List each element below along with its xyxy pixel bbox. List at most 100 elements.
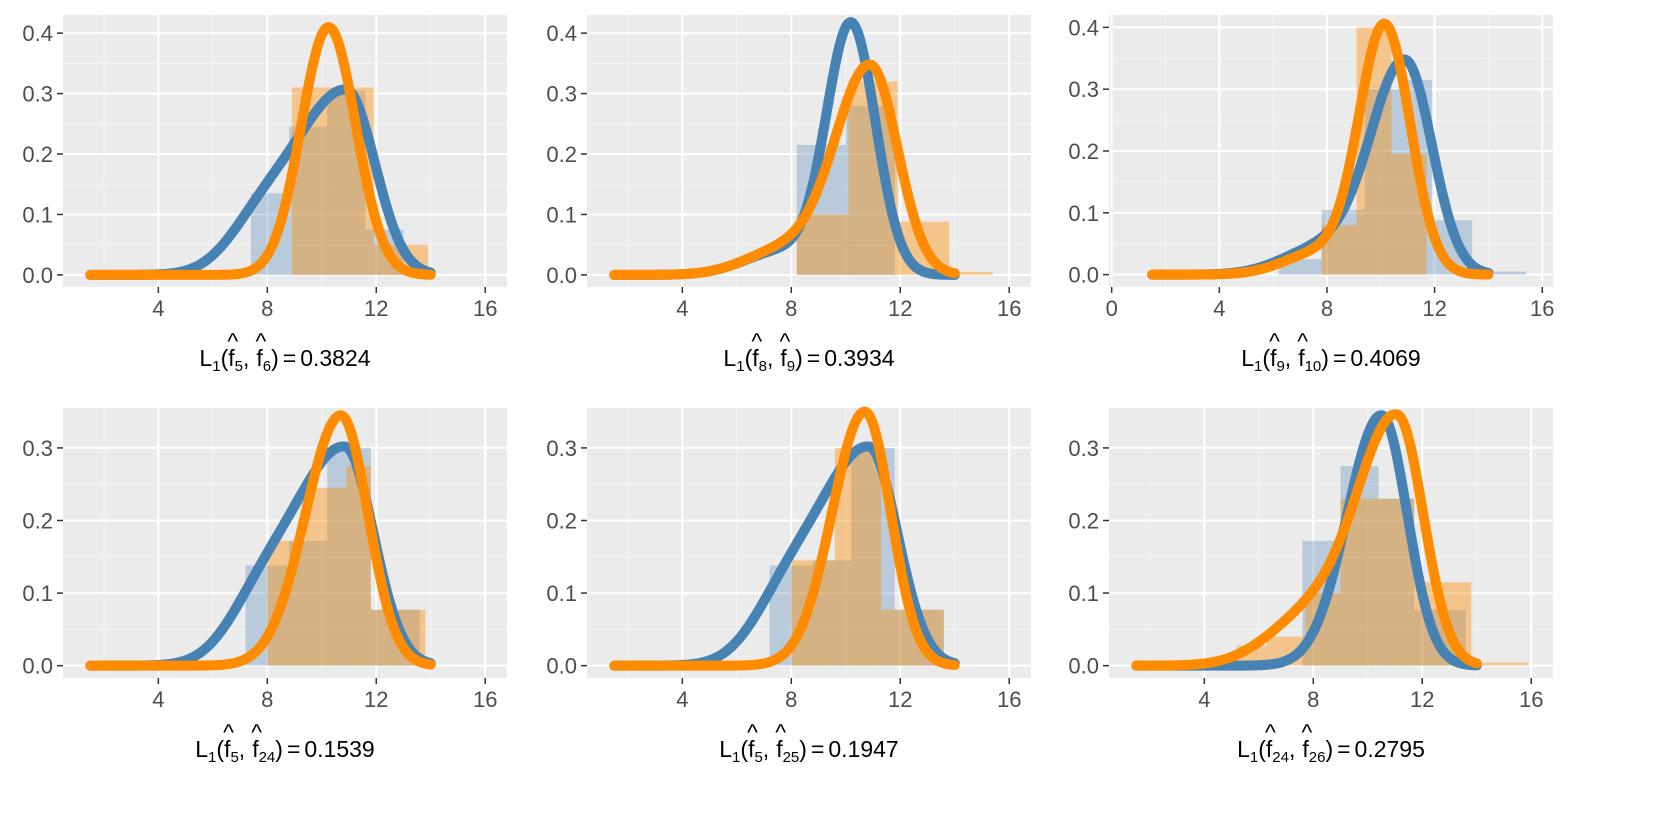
density-curve-f24 [85, 410, 436, 671]
label-estimate-b: f [776, 736, 783, 762]
x-axis-label: L1(f24, f26) = 0.2795 [1237, 736, 1425, 766]
label-paren: ( [740, 736, 748, 762]
label-subscript-a: 9 [1276, 358, 1284, 375]
y-tick-label: 0.3 [546, 82, 577, 107]
label-L: L [1237, 736, 1250, 762]
label-subscript-b: 6 [263, 358, 271, 375]
density-curve-f25 [609, 406, 960, 671]
label-estimate-a: f [224, 736, 231, 762]
label-value: 0.1539 [304, 736, 374, 762]
hat-accent: ^ [1301, 719, 1312, 745]
label-estimate-b: f [252, 736, 259, 762]
x-tick-label: 12 [364, 296, 388, 321]
x-tick-label: 8 [261, 296, 273, 321]
label-subscript: 1 [1250, 749, 1258, 766]
x-tick-label: 4 [152, 296, 164, 321]
x-tick-label: 8 [261, 687, 273, 712]
label-subscript-a: 5 [230, 749, 238, 766]
panel-background [587, 408, 1031, 678]
label-estimate-b: f [1298, 345, 1305, 371]
label-estimate-a: f [752, 345, 759, 371]
y-tick-label: 0.3 [1068, 436, 1099, 461]
hat-accent: ^ [255, 328, 266, 354]
label-equals: = [287, 736, 300, 762]
label-equals: = [1337, 736, 1350, 762]
y-tick-label: 0.2 [1068, 139, 1099, 164]
y-tick-label: 0.2 [546, 509, 577, 534]
label-subscript: 1 [1254, 358, 1262, 375]
y-tick-label: 0.4 [22, 21, 53, 46]
label-separator: , [239, 736, 245, 762]
x-tick-label: 4 [152, 687, 164, 712]
label-subscript: 1 [732, 749, 740, 766]
label-subscript: 1 [212, 358, 220, 375]
label-estimate-a: f [1266, 736, 1273, 762]
x-tick-label: 4 [1213, 296, 1225, 321]
label-L: L [1241, 345, 1254, 371]
label-estimate-a: f [748, 736, 755, 762]
label-L: L [719, 736, 732, 762]
hat-accent: ^ [1297, 328, 1308, 354]
y-tick-label: 0.1 [22, 581, 53, 606]
label-paren: ) [799, 736, 807, 762]
density-curve-f6 [85, 22, 436, 280]
label-L: L [199, 345, 212, 371]
density-curve-f9 [609, 59, 960, 280]
x-tick-label: 8 [1321, 296, 1333, 321]
y-tick-label: 0.0 [22, 654, 53, 679]
label-separator: , [763, 736, 769, 762]
x-tick-label: 16 [1530, 296, 1554, 321]
y-tick-label: 0.1 [1068, 581, 1099, 606]
x-axis-label: L1(f5, f6) = 0.3824 [199, 345, 370, 375]
panel-background [587, 15, 1031, 287]
label-paren: ( [1258, 736, 1266, 762]
label-paren: ( [216, 736, 224, 762]
y-tick-label: 0.0 [22, 263, 53, 288]
y-tick-label: 0.4 [1068, 15, 1099, 40]
y-tick-label: 0.0 [546, 263, 577, 288]
x-tick-label: 8 [785, 687, 797, 712]
hat-accent: ^ [747, 719, 758, 745]
label-paren: ) [1321, 345, 1329, 371]
y-tick-label: 0.3 [546, 436, 577, 461]
label-value: 0.3934 [824, 345, 895, 371]
label-equals: = [1333, 345, 1346, 371]
label-separator: , [243, 345, 249, 371]
density-curve-f26 [1131, 409, 1482, 671]
label-separator: , [767, 345, 773, 371]
y-tick-label: 0.1 [546, 581, 577, 606]
label-value: 0.4069 [1350, 345, 1420, 371]
y-tick-label: 0.2 [546, 142, 577, 167]
label-paren: ( [221, 345, 229, 371]
x-tick-label: 16 [997, 687, 1021, 712]
histogram-bar-f24 [305, 487, 347, 666]
hat-accent: ^ [227, 328, 238, 354]
hat-accent: ^ [251, 719, 262, 745]
label-L: L [195, 736, 208, 762]
x-tick-label: 16 [1519, 687, 1543, 712]
panel-background [63, 408, 507, 678]
label-separator: , [1285, 345, 1291, 371]
y-tick-label: 0.3 [1068, 77, 1099, 102]
y-tick-label: 0.2 [22, 509, 53, 534]
y-tick-label: 0.1 [546, 202, 577, 227]
y-tick-label: 0.3 [22, 436, 53, 461]
y-tick-label: 0.1 [22, 202, 53, 227]
x-axis-label: L1(f5, f25) = 0.1947 [719, 736, 898, 766]
hat-accent: ^ [1265, 719, 1276, 745]
label-subscript-a: 5 [754, 749, 762, 766]
x-tick-label: 16 [997, 296, 1021, 321]
x-tick-label: 12 [1410, 687, 1434, 712]
label-subscript: 1 [736, 358, 744, 375]
y-tick-label: 0.0 [1068, 654, 1099, 679]
label-subscript-a: 8 [759, 358, 767, 375]
x-tick-label: 8 [1307, 687, 1319, 712]
x-tick-label: 16 [473, 687, 497, 712]
x-tick-label: 12 [888, 687, 912, 712]
